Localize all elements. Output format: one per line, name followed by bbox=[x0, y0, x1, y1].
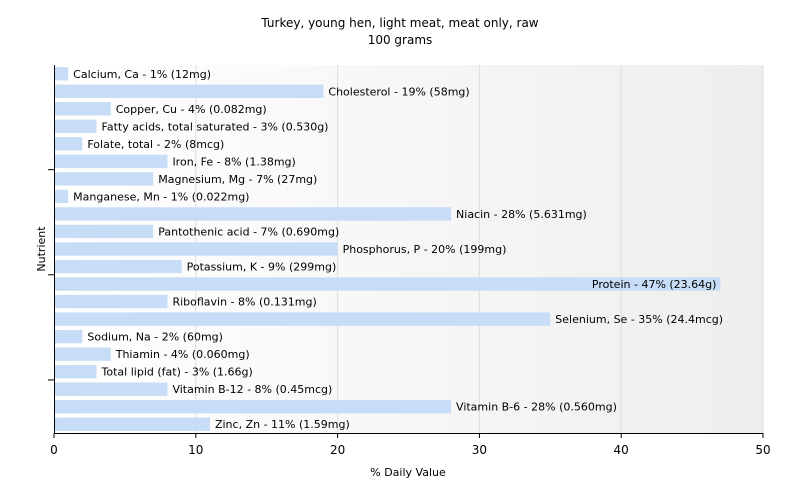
bar-label: Sodium, Na - 2% (60mg) bbox=[87, 331, 223, 344]
bar-label: Riboflavin - 8% (0.131mg) bbox=[172, 296, 316, 309]
bar bbox=[55, 382, 168, 396]
bar-label: Calcium, Ca - 1% (12mg) bbox=[73, 68, 211, 81]
bar bbox=[55, 259, 182, 274]
bar-label: Protein - 47% (23.64g) bbox=[592, 278, 717, 291]
x-tick-label: 0 bbox=[50, 443, 58, 457]
bar bbox=[55, 365, 97, 379]
x-tick-label: 50 bbox=[755, 443, 770, 457]
bar bbox=[55, 400, 452, 414]
bar-label: Folate, total - 2% (8mcg) bbox=[87, 138, 224, 151]
bar-label: Vitamin B-12 - 8% (0.45mcg) bbox=[172, 383, 332, 396]
x-tick-label: 10 bbox=[188, 443, 203, 457]
bar-label: Niacin - 28% (5.631mg) bbox=[456, 208, 587, 221]
bar bbox=[55, 84, 324, 98]
chart-subtitle: 100 grams bbox=[368, 33, 433, 47]
bar bbox=[55, 189, 69, 204]
bar bbox=[55, 172, 154, 186]
bar-label: Zinc, Zn - 11% (1.59mg) bbox=[215, 418, 350, 431]
x-axis-title: % Daily Value bbox=[370, 466, 446, 479]
x-tick-labels: 0 10 20 30 40 50 bbox=[50, 443, 770, 457]
bar bbox=[55, 137, 83, 151]
bar-label: Thiamin - 4% (0.060mg) bbox=[115, 348, 250, 361]
chart-title: Turkey, young hen, light meat, meat only… bbox=[260, 16, 538, 30]
x-tick-label: 40 bbox=[614, 443, 629, 457]
bar-labels: Calcium, Ca - 1% (12mg) Cholesterol - 19%… bbox=[73, 68, 723, 431]
bar-label: Selenium, Se - 35% (24.4mcg) bbox=[555, 313, 723, 326]
bar bbox=[55, 312, 551, 326]
bar-label: Iron, Fe - 8% (1.38mg) bbox=[172, 155, 295, 168]
bar-label: Potassium, K - 9% (299mg) bbox=[187, 261, 337, 274]
bar-label: Pantothenic acid - 7% (0.690mg) bbox=[158, 225, 339, 238]
bar bbox=[55, 277, 721, 291]
x-tick-label: 30 bbox=[472, 443, 487, 457]
bar-label: Copper, Cu - 4% (0.082mg) bbox=[116, 103, 267, 116]
bar bbox=[55, 329, 83, 344]
bar-label: Cholesterol - 19% (58mg) bbox=[328, 85, 469, 98]
x-tick-label: 20 bbox=[330, 443, 345, 457]
bar-label: Fatty acids, total saturated - 3% (0.530… bbox=[102, 120, 329, 133]
bar bbox=[55, 207, 452, 221]
bar bbox=[55, 242, 338, 256]
bar bbox=[55, 154, 168, 169]
bar bbox=[55, 67, 69, 81]
bar-label: Phosphorus, P - 20% (199mg) bbox=[343, 243, 507, 256]
y-axis-title: Nutrient bbox=[35, 226, 48, 272]
bars bbox=[55, 67, 721, 431]
bar bbox=[55, 417, 210, 431]
bar bbox=[55, 347, 111, 361]
bar bbox=[55, 119, 97, 133]
bar bbox=[55, 224, 154, 239]
bar bbox=[55, 294, 168, 309]
bar bbox=[55, 102, 111, 116]
bar-label: Total lipid (fat) - 3% (1.66g) bbox=[101, 366, 253, 379]
axes bbox=[48, 65, 764, 438]
bar-label: Vitamin B-6 - 28% (0.560mg) bbox=[456, 401, 617, 414]
bar-label: Magnesium, Mg - 7% (27mg) bbox=[158, 173, 317, 186]
bar-label: Manganese, Mn - 1% (0.022mg) bbox=[73, 190, 249, 203]
